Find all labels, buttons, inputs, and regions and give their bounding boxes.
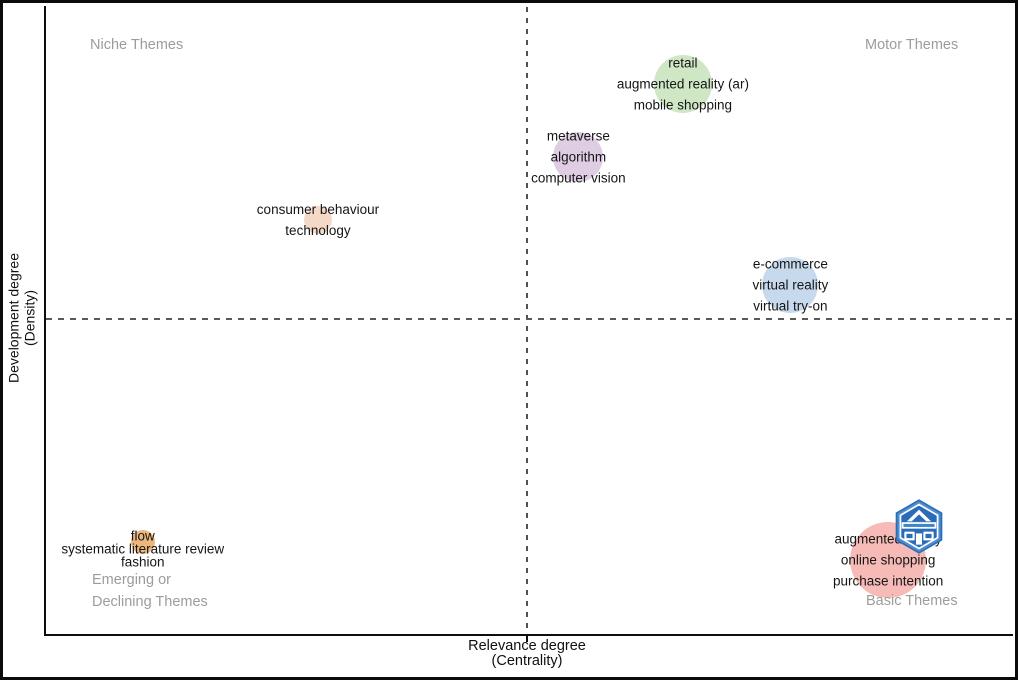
theme-term: metaverse <box>546 128 610 144</box>
theme-term: e-commerce <box>752 256 828 272</box>
theme-bubble-ecommerce <box>762 256 819 313</box>
theme-term: systematic literature review <box>61 541 225 557</box>
theme-term: algorithm <box>550 149 607 165</box>
theme-bubble-consumer-behaviour <box>303 206 332 235</box>
theme-label-ecommerce: e-commerce virtual reality virtual try-on <box>752 253 828 316</box>
x-axis-line <box>44 634 1013 636</box>
theme-bubble-flow <box>130 529 155 554</box>
quadrant-label-niche-themes: Niche Themes <box>90 37 184 53</box>
theme-term: flow <box>130 528 155 544</box>
theme-label-flow: flow systematic literature review fashion <box>61 528 225 570</box>
theme-term: technology <box>285 223 351 239</box>
theme-label-consumer-behaviour: consumer behaviour technology <box>257 199 379 241</box>
centrality-divider-dashed-line <box>526 7 528 634</box>
y-axis-line <box>44 6 46 635</box>
theme-term: online shopping <box>840 552 936 568</box>
x-axis-title-line2: (Centrality) <box>491 653 563 669</box>
theme-term: virtual try-on <box>753 298 828 314</box>
x-axis-title-line1: Relevance degree <box>468 638 586 654</box>
theme-bubble-retail-ar-mobile <box>653 54 712 113</box>
theme-term: augmented reality (ar) <box>616 76 749 92</box>
theme-label-retail-ar-mobile: retail augmented reality (ar) mobile shopp… <box>617 52 749 115</box>
quadrant-label-emerging-declining-themes: Emerging or Declining Themes <box>92 570 208 613</box>
theme-bubble-metaverse <box>553 131 604 182</box>
quadrant-label-basic-themes: Basic Themes <box>866 593 958 609</box>
quadrant-label-emerging-line1: Emerging or <box>92 572 171 588</box>
x-axis-tick <box>526 636 528 642</box>
y-axis-title-line1: Development degree <box>5 253 22 383</box>
y-axis-title: Development degree (Density) <box>5 253 38 383</box>
density-divider-dashed-line <box>46 318 1013 320</box>
y-axis-title-line2: (Density) <box>21 289 37 347</box>
theme-term: purchase intention <box>832 573 944 589</box>
theme-term: fashion <box>120 554 165 570</box>
theme-term: consumer behaviour <box>256 202 380 218</box>
quadrant-label-emerging-line2: Declining Themes <box>92 593 208 610</box>
theme-term: virtual reality <box>752 277 829 293</box>
theme-label-metaverse: metaverse algorithm computer vision <box>531 125 626 188</box>
theme-term: computer vision <box>531 170 626 186</box>
quadrant-label-motor-themes: Motor Themes <box>865 37 959 53</box>
theme-term: retail <box>668 55 698 71</box>
watermark-logo-icon <box>893 498 945 560</box>
theme-term: mobile shopping <box>633 97 733 113</box>
x-axis-title: Relevance degree (Centrality) <box>468 639 586 669</box>
